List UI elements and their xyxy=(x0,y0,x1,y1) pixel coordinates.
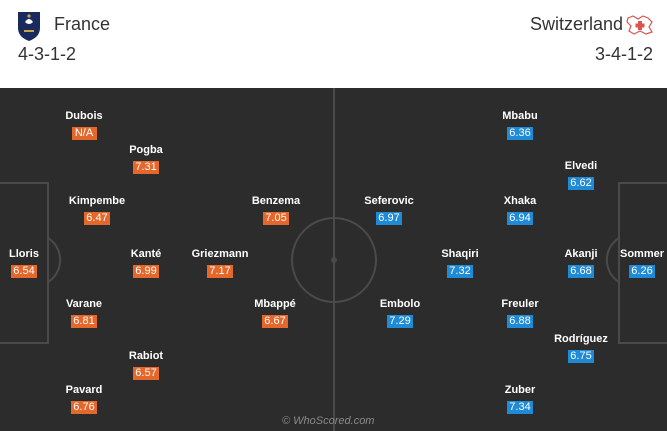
player-rating: 6.47 xyxy=(84,212,110,225)
player-rating: 6.94 xyxy=(507,212,533,225)
player-name: Freuler xyxy=(501,298,539,310)
player-rating: 6.81 xyxy=(71,315,97,328)
player-rating: 6.67 xyxy=(262,315,288,328)
player-name: Elvedi xyxy=(564,160,598,172)
player-rating: 6.68 xyxy=(568,265,594,278)
player-rabiot[interactable]: Rabiot 6.57 xyxy=(111,350,181,381)
player-name: Akanji xyxy=(564,248,598,260)
player-name: Pogba xyxy=(129,144,163,156)
player-name: Kanté xyxy=(130,248,162,260)
watermark: © WhoScored.com xyxy=(282,415,375,427)
player-name: Pavard xyxy=(65,384,103,396)
player-rating: 6.75 xyxy=(568,350,594,363)
home-formation: 4-3-1-2 xyxy=(18,44,77,64)
player-rating: 6.26 xyxy=(629,265,655,278)
player-pavard[interactable]: Pavard 6.76 xyxy=(49,384,119,415)
player-kimpembe[interactable]: Kimpembe 6.47 xyxy=(62,195,132,226)
player-name: Seferovic xyxy=(364,195,414,207)
player-name: Sommer xyxy=(619,248,665,260)
player-mbabu[interactable]: Mbabu 6.36 xyxy=(485,110,555,141)
player-rating: 7.31 xyxy=(133,161,159,174)
player-rating: 6.36 xyxy=(507,127,533,140)
player-name: Kimpembe xyxy=(68,195,126,207)
player-rating: 6.76 xyxy=(71,401,97,414)
player-seferovic[interactable]: Seferovic 6.97 xyxy=(354,195,424,226)
player-name: Mbabu xyxy=(502,110,538,122)
player-name: Benzema xyxy=(251,195,301,207)
home-team-name[interactable]: France xyxy=(54,14,111,34)
player-sommer[interactable]: Sommer 6.26 xyxy=(607,248,667,279)
player-rating: 7.17 xyxy=(207,265,233,278)
player-freuler[interactable]: Freuler 6.88 xyxy=(485,298,555,329)
player-embolo[interactable]: Embolo 7.29 xyxy=(365,298,435,329)
player-dubois[interactable]: Dubois N/A xyxy=(49,110,119,141)
player-name: Mbappé xyxy=(254,298,296,310)
player-rating: 6.97 xyxy=(376,212,402,225)
player-name: Rodríguez xyxy=(554,333,608,345)
player-pogba[interactable]: Pogba 7.31 xyxy=(111,144,181,175)
player-name: Xhaka xyxy=(503,195,537,207)
away-formation: 3-4-1-2 xyxy=(594,44,653,64)
match-header: France 4-3-1-2 Switzerland 3-4-1-2 xyxy=(0,0,667,88)
player-akanji[interactable]: Akanji 6.68 xyxy=(546,248,616,279)
pitch: Dubois N/A Pogba 7.31 Kimpembe 6.47 Benz… xyxy=(0,88,667,431)
player-zuber[interactable]: Zuber 7.34 xyxy=(485,384,555,415)
player-name: Embolo xyxy=(379,298,421,310)
france-crest-icon xyxy=(18,12,40,41)
player-benzema[interactable]: Benzema 7.05 xyxy=(241,195,311,226)
player-kante[interactable]: Kanté 6.99 xyxy=(111,248,181,279)
player-elvedi[interactable]: Elvedi 6.62 xyxy=(546,160,616,191)
player-name: Lloris xyxy=(9,248,39,260)
switzerland-crest-icon xyxy=(625,14,655,36)
player-mbappe[interactable]: Mbappé 6.67 xyxy=(240,298,310,329)
player-name: Shaqiri xyxy=(441,248,479,260)
player-rating: 7.32 xyxy=(447,265,473,278)
player-rating: 6.99 xyxy=(133,265,159,278)
player-rating: 7.05 xyxy=(263,212,289,225)
player-name: Varane xyxy=(65,298,103,310)
player-rodriguez[interactable]: Rodríguez 6.75 xyxy=(546,333,616,364)
player-name: Rabiot xyxy=(128,350,164,362)
player-rating: 6.57 xyxy=(133,367,159,380)
player-lloris[interactable]: Lloris 6.54 xyxy=(0,248,59,279)
player-rating: 6.62 xyxy=(568,177,594,190)
player-rating: 6.54 xyxy=(11,265,37,278)
pitch-markings xyxy=(0,88,667,431)
player-varane[interactable]: Varane 6.81 xyxy=(49,298,119,329)
player-rating: N/A xyxy=(71,127,97,140)
player-griezmann[interactable]: Griezmann 7.17 xyxy=(185,248,255,279)
player-name: Zuber xyxy=(504,384,536,396)
player-shaqiri[interactable]: Shaqiri 7.32 xyxy=(425,248,495,279)
away-team-name[interactable]: Switzerland xyxy=(529,14,623,34)
player-rating: 7.34 xyxy=(507,401,533,414)
player-rating: 7.29 xyxy=(387,315,413,328)
player-name: Griezmann xyxy=(191,248,249,260)
player-rating: 6.88 xyxy=(507,315,533,328)
player-xhaka[interactable]: Xhaka 6.94 xyxy=(485,195,555,226)
player-name: Dubois xyxy=(65,110,103,122)
